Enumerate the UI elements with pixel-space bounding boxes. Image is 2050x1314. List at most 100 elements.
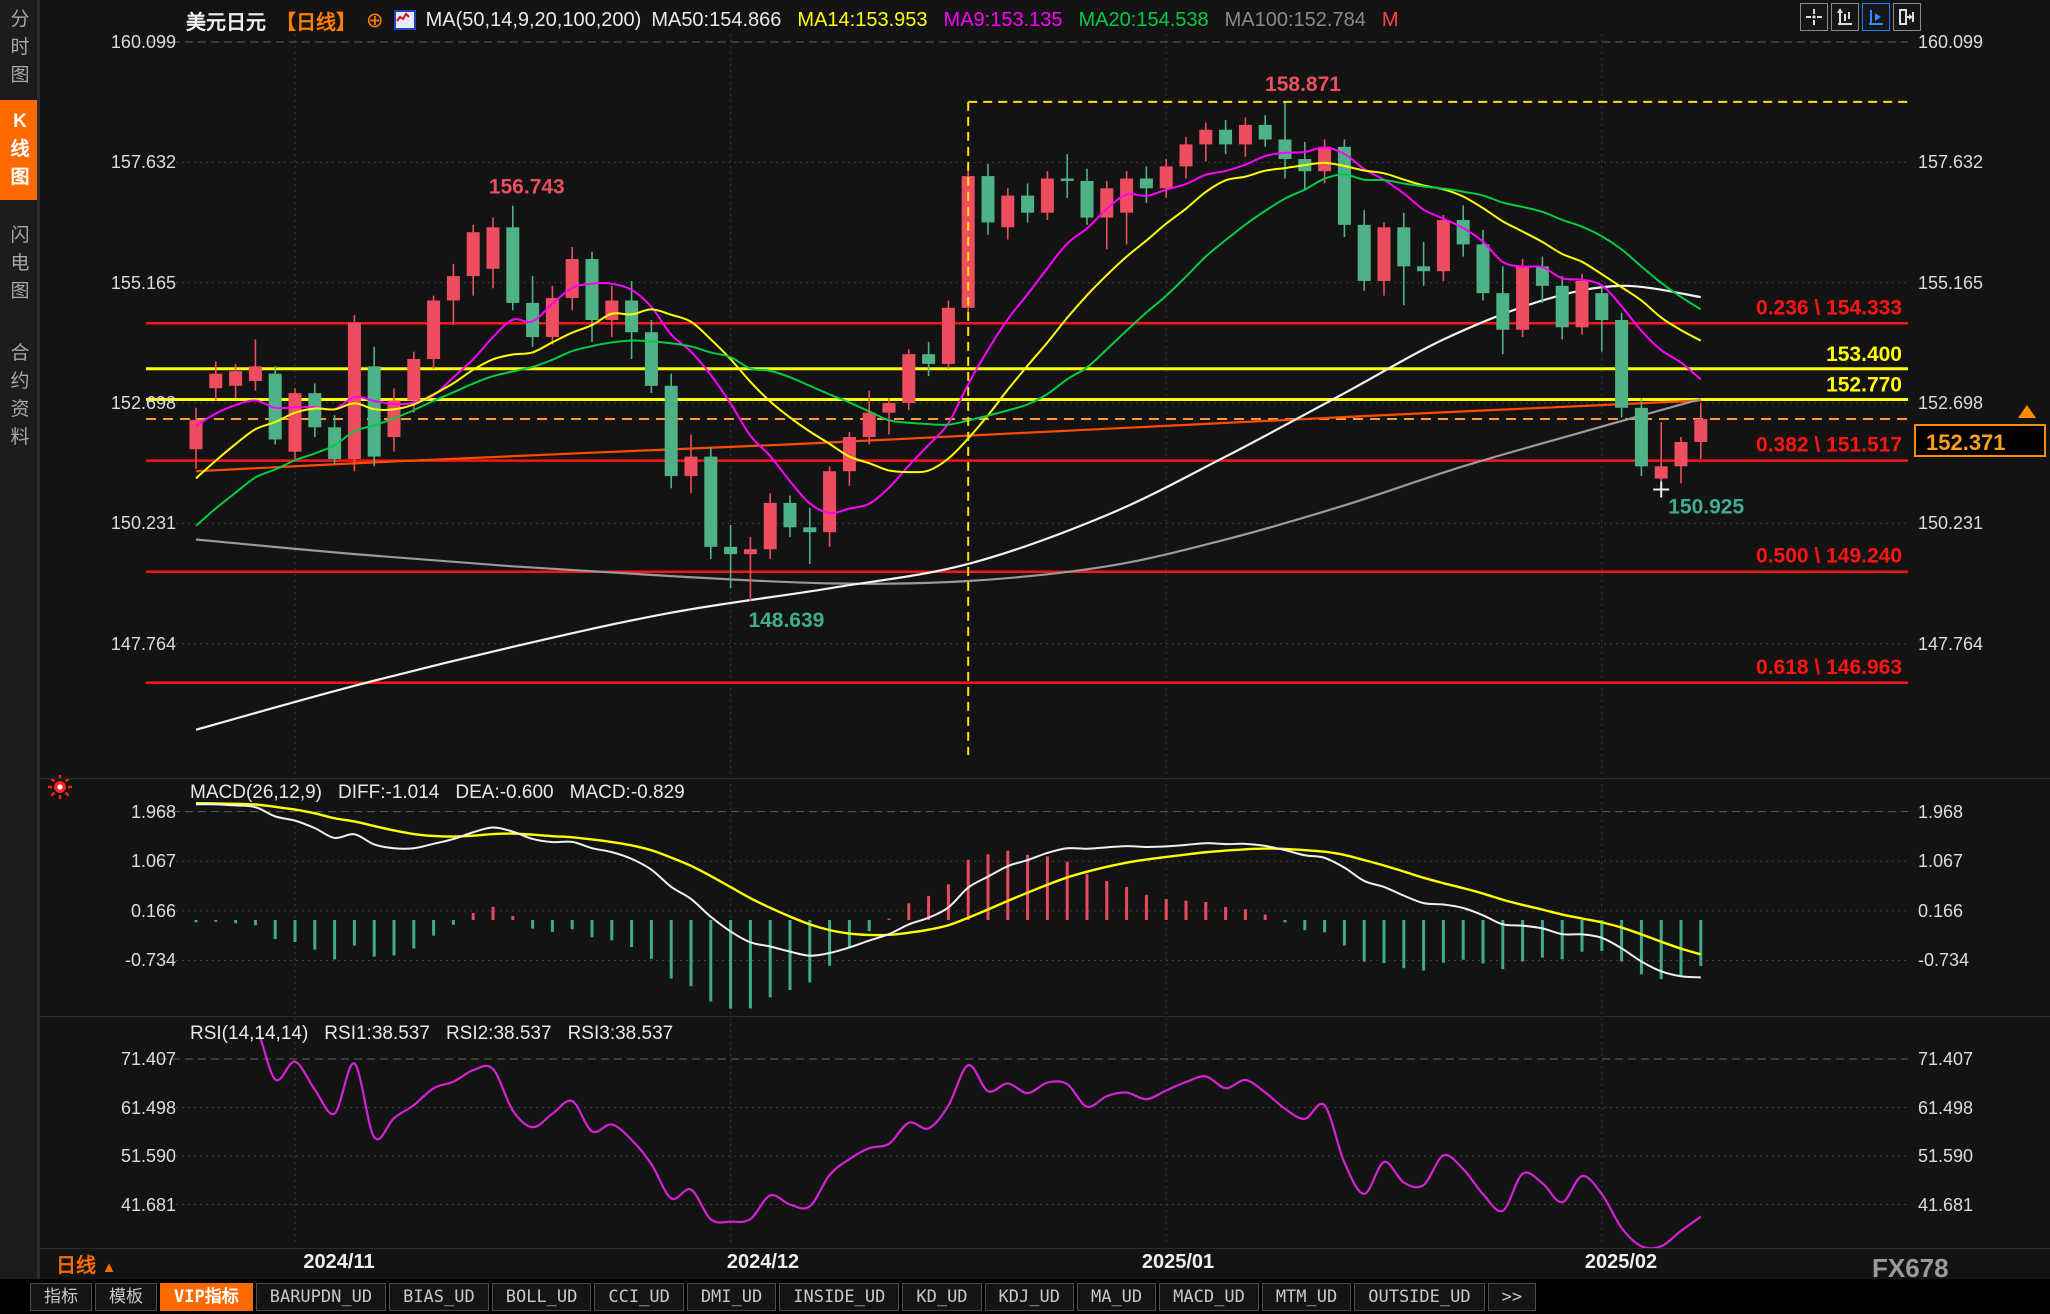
axis-tick-label: 1.067	[1918, 851, 1964, 872]
tab-BIAS_UD[interactable]: BIAS_UD	[389, 1282, 489, 1311]
axis-tick-label: 51.590	[1918, 1146, 1974, 1166]
axis-scale-active-icon[interactable]	[1862, 3, 1890, 31]
axis-tick-label: 61.498	[1918, 1097, 1974, 1118]
current-price-tag: 152.371	[1914, 424, 2046, 457]
tab-KDJ_UD[interactable]: KDJ_UD	[984, 1282, 1074, 1311]
ma-value-label: MA100:152.784	[1224, 8, 1366, 31]
tab-INSIDE_UD[interactable]: INSIDE_UD	[779, 1282, 900, 1311]
axis-tick-label: 41.681	[1918, 1194, 1974, 1215]
macd-title: MACD(26,12,9)	[190, 782, 322, 803]
indicator-tab-bar: 指标 模板 VIP指标 BARUPDN_UD BIAS_UD BOLL_UD CCI_UD D…	[0, 1279, 2050, 1314]
price-annotation: 156.743	[489, 176, 565, 199]
month-label: 2025/02	[1584, 1251, 1658, 1273]
price-annotation: 150.925	[1668, 496, 1744, 519]
rsi-title: RSI(14,14,14)	[190, 1023, 309, 1044]
tab-scroll-more[interactable]: >>	[1487, 1282, 1537, 1311]
period-tag: 【日线】	[276, 11, 356, 34]
macd-diff-value: DIFF:-1.014	[338, 782, 440, 803]
month-label: 2024/12	[726, 1251, 800, 1273]
axis-tick-label: 147.764	[1918, 633, 1984, 654]
sidebar-item-1[interactable]: 分 时 图	[10, 9, 30, 86]
rsi-layer	[258, 1036, 1702, 1248]
fib-level-label: 0.618 \ 146.963	[1756, 656, 1902, 679]
rsi1-value: RSI1:38.537	[324, 1023, 430, 1044]
ma-value-label: MA14:153.953	[797, 8, 928, 31]
axis-tick-label: 1.067	[130, 851, 176, 872]
tab-BOLL_UD[interactable]: BOLL_UD	[491, 1282, 592, 1311]
chart-header: 美元日元 【日线】 ⊕ MA(50,14,9,20,100,200) MA50:…	[186, 6, 1415, 34]
axis-tick-label: 160.099	[1918, 32, 1984, 52]
fib-level-label: 0.236 \ 154.333	[1756, 296, 1902, 319]
tab-VIP指标[interactable]: VIP指标	[160, 1282, 253, 1311]
mini-chart-icon	[393, 10, 416, 30]
rsi2-value: RSI2:38.537	[445, 1023, 552, 1044]
tab-BARUPDN_UD[interactable]: BARUPDN_UD	[255, 1282, 387, 1311]
sidebar-item-3[interactable]: 闪 电 图	[10, 225, 30, 302]
tab-MA_UD[interactable]: MA_UD	[1076, 1282, 1157, 1311]
ma-params-label: MA(50,14,9,20,100,200)	[425, 8, 642, 31]
yellow-level-label: 152.770	[1826, 374, 1902, 397]
axis-tick-label: 1.968	[130, 801, 176, 822]
axis-tick-label: 157.632	[1918, 152, 1984, 173]
tab-KD_UD[interactable]: KD_UD	[902, 1282, 982, 1311]
axis-tick-label: 155.165	[1918, 272, 1984, 293]
ma-value-label: M	[1381, 8, 1399, 31]
tab-指标[interactable]: 指标	[30, 1282, 92, 1311]
fib-level-label: 0.500 \ 149.240	[1756, 545, 1902, 568]
rsi3-value: RSI3:38.537	[567, 1023, 674, 1044]
axis-scale-icon[interactable]	[1831, 3, 1859, 31]
rsi-header: RSI(14,14,14) RSI1:38.537 RSI2:38.537 RS…	[190, 1023, 673, 1047]
exit-pan-icon[interactable]	[1893, 3, 1921, 31]
axis-tick-label: 152.698	[1918, 393, 1984, 414]
fast-ma-lines	[195, 146, 1702, 527]
axis-tick-label: -0.734	[1918, 950, 1970, 971]
price-alert-arrow-icon	[2018, 405, 2036, 418]
symbol-title: 美元日元	[186, 11, 266, 34]
slow-ma-lines	[195, 284, 1702, 731]
candles-layer	[189, 101, 1708, 602]
sidebar: 分 时 图 K 线 图闪 电 图合 约 资 料	[0, 0, 40, 1314]
axis-tick-label: 150.231	[110, 513, 176, 534]
axis-tick-label: 155.165	[110, 272, 176, 293]
hot-point-icon	[48, 775, 72, 799]
month-label: 2024/11	[303, 1251, 375, 1273]
price-annotation: 158.871	[1265, 73, 1341, 96]
axis-tick-label: 71.407	[1918, 1049, 1974, 1069]
ma-value-label: MA20:154.538	[1078, 8, 1209, 31]
axis-tick-label: 157.632	[110, 152, 176, 173]
tab-MACD_UD[interactable]: MACD_UD	[1159, 1282, 1259, 1311]
watermark: FX678	[1872, 1253, 1949, 1283]
axis-tick-label: 1.968	[1918, 801, 1964, 822]
circle-plus-icon[interactable]: ⊕	[366, 8, 384, 32]
axis-tick-label: 0.166	[1918, 900, 1964, 921]
period-selector[interactable]: 日线 ▲	[56, 1255, 117, 1277]
axis-tick-label: 51.590	[120, 1146, 176, 1166]
yellow-level-label: 153.400	[1826, 343, 1902, 366]
ma-values: MA50:154.866 MA14:153.953 MA9:153.135 MA20:…	[651, 9, 1414, 32]
tab-OUTSIDE_UD[interactable]: OUTSIDE_UD	[1354, 1282, 1485, 1311]
axis-tick-label: 147.764	[110, 633, 176, 654]
tab-CCI_UD[interactable]: CCI_UD	[594, 1282, 684, 1311]
crosshair-icon[interactable]	[1800, 3, 1828, 31]
tab-模板[interactable]: 模板	[95, 1282, 157, 1311]
macd-header: MACD(26,12,9) DIFF:-1.014 DEA:-0.600 MAC…	[190, 782, 685, 806]
month-label: 2025/01	[1141, 1251, 1215, 1273]
axis-tick-label: 71.407	[120, 1049, 176, 1069]
toolbar	[1800, 3, 1921, 31]
price-annotation: 148.639	[748, 609, 824, 632]
macd-macd-value: MACD:-0.829	[569, 782, 685, 803]
axis-tick-label: 0.166	[130, 900, 176, 921]
axis-tick-label: 61.498	[120, 1097, 176, 1118]
fib-level-label: 0.382 \ 151.517	[1756, 434, 1902, 457]
ma-value-label: MA50:154.866	[651, 8, 782, 31]
axis-tick-label: 150.231	[1918, 513, 1984, 534]
axis-tick-label: -0.734	[124, 950, 176, 971]
axis-tick-label: 41.681	[120, 1194, 176, 1215]
macd-layer	[194, 802, 1703, 1009]
tab-MTM_UD[interactable]: MTM_UD	[1261, 1282, 1352, 1311]
sidebar-item-2[interactable]: K 线 图	[0, 100, 40, 200]
tab-DMI_UD[interactable]: DMI_UD	[686, 1282, 777, 1311]
sidebar-item-4[interactable]: 合 约 资 料	[10, 343, 30, 448]
